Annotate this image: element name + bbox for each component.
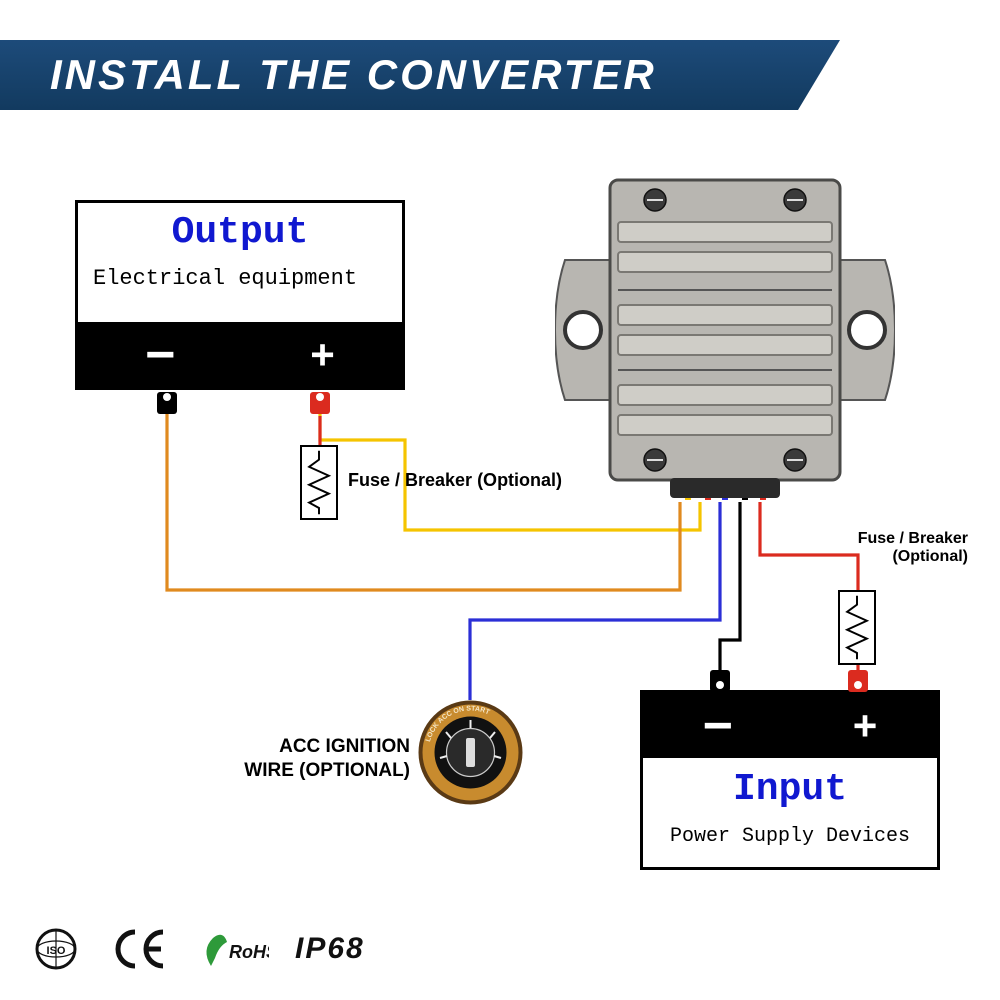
input-terminal-strip: − + [643, 693, 937, 758]
ip68-badge: IP68 [295, 932, 365, 966]
fuse-output [300, 445, 338, 520]
title-bar: INSTALL THE CONVERTER [0, 40, 840, 110]
input-label: Input [643, 768, 937, 811]
rohs-badge-icon: RoHS [199, 928, 269, 970]
output-minus-icon: − [145, 325, 175, 385]
input-minus-icon: − [703, 696, 733, 756]
page-title: INSTALL THE CONVERTER [0, 40, 840, 110]
output-plus-icon: + [310, 331, 335, 379]
output-label: Output [78, 203, 402, 254]
ignition-label-2: WIRE (OPTIONAL) [244, 760, 410, 781]
certification-badges: ISO RoHS IP68 [35, 928, 365, 970]
wire-input-neg [720, 502, 740, 672]
ce-badge-icon [115, 928, 173, 970]
terminal-output-neg [157, 392, 177, 414]
input-box: − + Input Power Supply Devices [640, 690, 940, 870]
output-sub: Electrical equipment [78, 254, 402, 291]
converter-icon [555, 160, 895, 500]
input-plus-icon: + [853, 702, 878, 750]
iso-badge-icon: ISO [35, 928, 89, 970]
fuse-output-label: Fuse / Breaker (Optional) [348, 470, 562, 491]
terminal-input-pos [848, 670, 868, 692]
svg-text:RoHS: RoHS [229, 942, 269, 962]
input-sub: Power Supply Devices [643, 825, 937, 848]
terminal-input-neg [710, 670, 730, 692]
output-box: Output Electrical equipment − + [75, 200, 405, 390]
ignition-label-1: ACC IGNITION [279, 736, 410, 757]
terminal-output-pos [310, 392, 330, 414]
svg-text:ISO: ISO [47, 945, 66, 957]
converter-device [555, 160, 895, 500]
fuse-input-label: Fuse / Breaker (Optional) [818, 530, 968, 566]
fuse-input-label-2: (Optional) [892, 548, 968, 565]
ignition-switch-icon: LOCK ACC ON START [418, 700, 523, 805]
fuse-input-label-1: Fuse / Breaker [858, 530, 968, 547]
ignition-label: ACC IGNITION WIRE (OPTIONAL) [205, 735, 410, 783]
output-terminal-strip: − + [78, 322, 402, 387]
wire-acc [470, 502, 720, 700]
fuse-input [838, 590, 876, 665]
